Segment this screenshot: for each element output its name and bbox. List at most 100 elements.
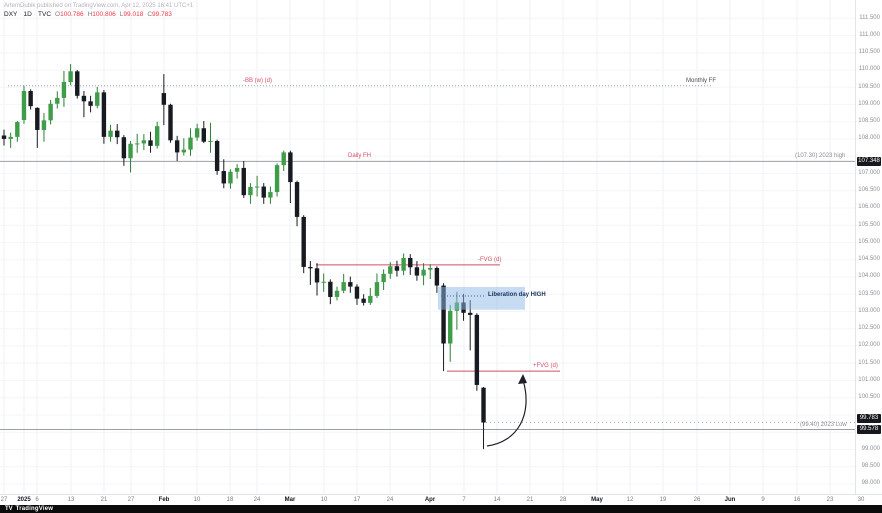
price-axis-label: 110.000 bbox=[858, 66, 880, 73]
candle-body bbox=[408, 257, 413, 268]
candle-body bbox=[48, 103, 53, 121]
candle-body bbox=[421, 269, 426, 276]
price-axis-label: 103.000 bbox=[858, 307, 880, 314]
time-axis-label: 6 bbox=[35, 497, 39, 503]
candle-body bbox=[368, 295, 373, 303]
candle-body bbox=[448, 310, 453, 344]
candle-body bbox=[75, 71, 80, 96]
candle-body bbox=[301, 216, 306, 267]
projection-arrow[interactable] bbox=[486, 379, 527, 447]
price-axis-label: 104.000 bbox=[858, 273, 880, 280]
candle-body bbox=[55, 97, 60, 104]
legend-symbol[interactable]: DXY bbox=[4, 11, 18, 18]
legend-low-value: 99.018 bbox=[123, 11, 144, 18]
price-axis-label: 102.000 bbox=[858, 342, 880, 349]
legend-exchange: TVC bbox=[38, 11, 52, 18]
price-axis-label: 108.500 bbox=[858, 118, 880, 125]
time-axis-label: 24 bbox=[386, 497, 394, 503]
candle-body bbox=[254, 186, 260, 188]
legend-close-label: C bbox=[147, 11, 153, 18]
candle-body bbox=[188, 137, 193, 150]
price-axis-label: 107.000 bbox=[858, 169, 880, 176]
price-axis-label: 102.500 bbox=[858, 325, 880, 332]
price-axis-label: 109.500 bbox=[858, 83, 880, 90]
footer-bar: TV TradingView bbox=[0, 505, 882, 513]
candle-body bbox=[35, 107, 40, 130]
liberation-day-zone[interactable] bbox=[438, 286, 525, 310]
price-axis-label: 99.000 bbox=[861, 445, 880, 452]
legend-low-label: L bbox=[119, 11, 124, 18]
time-axis-label: 2025 bbox=[17, 497, 31, 503]
price-axis[interactable]: 98.000 98.500 99.000 100.500 101.000 101.500 1… bbox=[855, 0, 882, 494]
time-axis-label: 7 bbox=[462, 497, 466, 503]
candle-body bbox=[401, 257, 406, 271]
candle-body bbox=[281, 152, 286, 166]
candle-body bbox=[308, 266, 313, 269]
candle-body bbox=[348, 282, 353, 287]
tradingview-icon[interactable]: TV bbox=[5, 506, 13, 512]
time-axis-label: Apr bbox=[424, 497, 436, 503]
price-axis-label: 109.000 bbox=[858, 100, 880, 107]
time-axis-label: 26 bbox=[693, 497, 701, 503]
time-axis[interactable]: 27 2025 6 13 21 27 Feb 10 18 24 Mar 10 17 24 Apr 7 14 21 2… bbox=[0, 494, 882, 506]
time-axis-label: 21 bbox=[526, 497, 534, 503]
candle-body bbox=[268, 192, 273, 198]
candle-body bbox=[428, 267, 433, 270]
time-axis-label: 10 bbox=[320, 497, 328, 503]
price-axis-label: 98.500 bbox=[861, 463, 880, 470]
projection-arrowhead[interactable] bbox=[518, 374, 527, 384]
time-axis-label: 18 bbox=[226, 497, 234, 503]
time-axis-label: Feb bbox=[158, 497, 170, 503]
price-axis-label: 105.500 bbox=[858, 221, 880, 228]
candle-body bbox=[88, 101, 93, 106]
candle-body bbox=[174, 140, 180, 153]
candle-body bbox=[21, 90, 27, 120]
candle-body bbox=[121, 137, 127, 159]
legend-close-value: 99.783 bbox=[152, 11, 172, 18]
time-axis-label: 23 bbox=[826, 497, 834, 503]
candle-body bbox=[68, 71, 73, 83]
time-axis-label: Jun bbox=[724, 497, 736, 503]
time-axis-label: 30 bbox=[857, 497, 865, 503]
candle-body bbox=[234, 167, 240, 172]
candle-body bbox=[388, 266, 393, 274]
price-axis-label: 106.000 bbox=[858, 204, 880, 211]
symbol-legend[interactable]: DXY · 1D · TVC O100.786 H100.806 L99.018 C99.783 bbox=[4, 11, 172, 18]
time-axis-label: 9 bbox=[761, 497, 765, 503]
candle-body bbox=[374, 282, 380, 296]
candle-body bbox=[241, 167, 246, 196]
candle-body bbox=[201, 128, 206, 142]
candle-body bbox=[148, 140, 153, 146]
price-axis-label: 98.000 bbox=[861, 480, 880, 487]
candle-body bbox=[261, 186, 266, 198]
legend-interval[interactable]: 1D bbox=[23, 11, 32, 18]
time-axis-label: 10 bbox=[193, 497, 201, 503]
candle-body bbox=[441, 285, 446, 344]
time-axis-label: 27 bbox=[127, 497, 135, 503]
time-axis-label: Mar bbox=[284, 497, 296, 503]
candle-body bbox=[168, 104, 173, 141]
price-axis-label: 105.000 bbox=[858, 238, 880, 245]
candle-body bbox=[8, 136, 13, 139]
price-axis-label: 106.500 bbox=[858, 187, 880, 194]
candle-body bbox=[248, 186, 253, 196]
candle-body bbox=[321, 281, 326, 283]
candle-body bbox=[1, 135, 7, 139]
candle-body bbox=[334, 290, 340, 297]
candle-body bbox=[154, 126, 160, 146]
candle-body bbox=[381, 273, 386, 283]
price-tag: 99.783 bbox=[857, 413, 881, 423]
chart-pane[interactable] bbox=[0, 0, 856, 494]
time-axis-label: 19 bbox=[659, 497, 667, 503]
time-axis-label: 13 bbox=[67, 497, 75, 503]
candle-body bbox=[135, 143, 140, 145]
time-axis-label: 27 bbox=[0, 497, 8, 503]
price-axis-label: 108.000 bbox=[858, 135, 880, 142]
price-axis-label: 104.500 bbox=[858, 256, 880, 263]
tradingview-logo[interactable]: TradingView bbox=[15, 506, 54, 512]
candle-body bbox=[361, 298, 366, 303]
candle-body bbox=[481, 387, 486, 423]
time-axis-label: May bbox=[591, 497, 603, 503]
candle-body bbox=[414, 267, 420, 276]
